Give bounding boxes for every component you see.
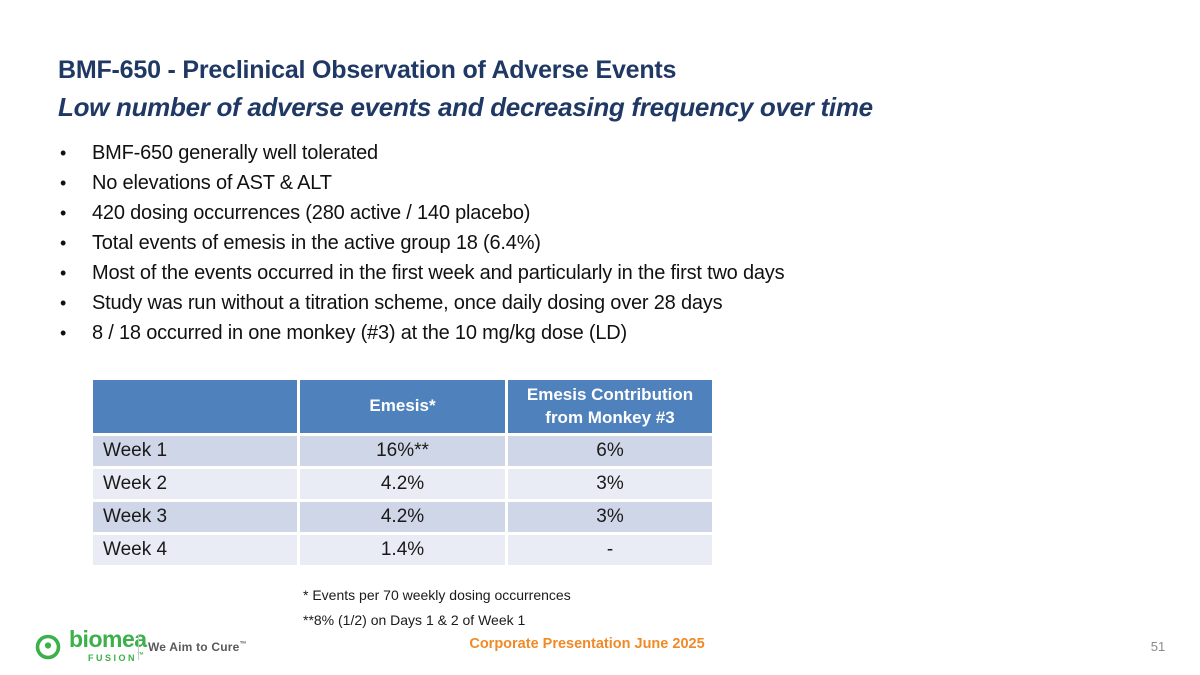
- bullet-item: BMF-650 generally well tolerated: [58, 138, 1058, 168]
- bullet-item: No elevations of AST & ALT: [58, 168, 1058, 198]
- contribution-value: 3%: [505, 466, 715, 502]
- row-label: Week 1: [90, 433, 300, 469]
- footnote-asterisk: * Events per 70 weekly dosing occurrence…: [303, 587, 571, 603]
- footer-presentation-label: Corporate Presentation June 2025: [469, 636, 705, 652]
- logo-word-biomea: biomea: [69, 626, 147, 652]
- table-footnotes: * Events per 70 weekly dosing occurrence…: [303, 583, 571, 633]
- trademark-mark: ™: [239, 641, 247, 648]
- slide-subtitle: Low number of adverse events and decreas…: [58, 92, 873, 122]
- table-row: Week 1 16%** 6%: [90, 433, 715, 469]
- table-header-blank: [90, 377, 300, 436]
- bullet-item: 420 dosing occurrences (280 active / 140…: [58, 198, 1058, 228]
- logo-wordmark: biomea FUSION™: [69, 626, 147, 664]
- contribution-value: 6%: [505, 433, 715, 469]
- bullet-item: Total events of emesis in the active gro…: [58, 228, 1058, 258]
- bullet-item: Most of the events occurred in the first…: [58, 258, 1058, 288]
- footer-divider: [138, 634, 139, 660]
- bullet-item: 8 / 18 occurred in one monkey (#3) at th…: [58, 318, 1058, 348]
- trademark-mark: ™: [137, 652, 147, 659]
- table-header-emesis: Emesis*: [297, 377, 508, 436]
- emesis-value: 4.2%: [297, 499, 508, 535]
- table-header-row: Emesis* Emesis Contribution from Monkey …: [90, 377, 715, 436]
- page-number: 51: [1150, 639, 1166, 654]
- emesis-value: 4.2%: [297, 466, 508, 502]
- bullet-item: Study was run without a titration scheme…: [58, 288, 1058, 318]
- tagline: We Aim to Cure™: [148, 640, 247, 654]
- row-label: Week 4: [90, 532, 300, 568]
- biomea-fusion-logo: biomea FUSION™: [33, 626, 147, 664]
- contribution-value: 3%: [505, 499, 715, 535]
- emesis-table: Emesis* Emesis Contribution from Monkey …: [90, 377, 715, 568]
- row-label: Week 3: [90, 499, 300, 535]
- slide-title: BMF-650 - Preclinical Observation of Adv…: [58, 56, 677, 84]
- bullet-list: BMF-650 generally well tolerated No elev…: [58, 138, 1058, 348]
- emesis-value: 16%**: [297, 433, 508, 469]
- table-header-contribution: Emesis Contribution from Monkey #3: [505, 377, 715, 436]
- emesis-value: 1.4%: [297, 532, 508, 568]
- contribution-value: -: [505, 532, 715, 568]
- footnote-double-asterisk: **8% (1/2) on Days 1 & 2 of Week 1: [303, 612, 526, 628]
- row-label: Week 2: [90, 466, 300, 502]
- logo-word-fusion: FUSION™: [88, 652, 147, 663]
- table-row: Week 3 4.2% 3%: [90, 499, 715, 535]
- biomea-ring-icon: [35, 634, 61, 659]
- table-row: Week 2 4.2% 3%: [90, 466, 715, 502]
- table-row: Week 4 1.4% -: [90, 532, 715, 568]
